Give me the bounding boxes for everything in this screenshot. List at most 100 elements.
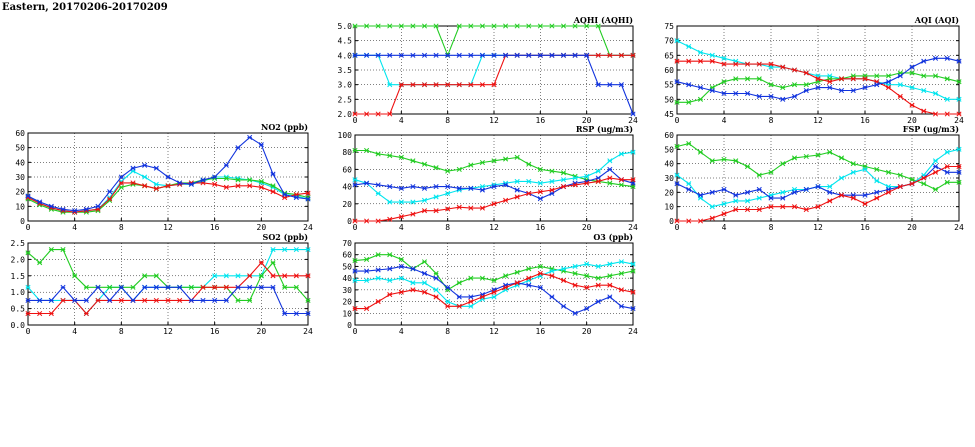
data-point-green <box>721 156 727 162</box>
data-point-cyan <box>827 184 833 190</box>
x-tick-label: 0 <box>353 327 358 336</box>
data-point-blue <box>456 52 462 58</box>
data-point-green <box>956 79 962 85</box>
data-point-red <box>850 195 856 201</box>
data-point-blue <box>780 195 786 201</box>
x-tick-label: 16 <box>536 327 546 336</box>
data-point-blue <box>537 196 543 202</box>
data-point-blue <box>387 52 393 58</box>
chart-title: SO2 (ppb) <box>263 232 309 242</box>
data-point-green <box>387 23 393 29</box>
x-tick-label: 16 <box>536 116 546 125</box>
data-point-blue <box>352 182 358 188</box>
data-point-green <box>410 158 416 164</box>
data-point-green <box>107 284 113 290</box>
data-point-blue <box>780 96 786 102</box>
data-point-red <box>456 204 462 210</box>
data-point-red <box>445 206 451 212</box>
data-point-blue <box>503 52 509 58</box>
data-point-blue <box>258 284 264 290</box>
data-point-red <box>398 82 404 88</box>
data-point-red <box>25 310 31 317</box>
data-point-red <box>293 273 299 279</box>
data-point-cyan <box>433 194 439 200</box>
chart-no2: NO2 (ppb) 0 10 20 30 40 50 60 0 4 8 12 16 20 24 <box>15 122 313 232</box>
data-point-blue <box>803 186 809 193</box>
data-point-red <box>387 111 393 117</box>
data-point-red <box>595 282 601 288</box>
data-point-red <box>791 204 798 210</box>
data-point-green <box>293 284 299 290</box>
x-tick-label: 24 <box>303 223 313 232</box>
data-point-blue <box>118 174 124 180</box>
y-tick-label: 65 <box>664 51 674 60</box>
data-point-red <box>721 211 727 217</box>
data-point-red <box>142 297 148 303</box>
data-point-red <box>410 287 416 293</box>
x-tick-label: 16 <box>210 223 220 232</box>
data-point-blue <box>421 270 428 277</box>
x-tick-label: 20 <box>907 223 917 232</box>
data-point-green <box>909 70 915 76</box>
data-point-blue <box>862 85 868 91</box>
data-point-blue <box>503 182 509 188</box>
data-point-cyan <box>235 273 241 279</box>
data-point-blue <box>862 192 868 198</box>
data-point-green <box>433 165 439 171</box>
data-point-green <box>791 82 798 88</box>
data-point-red <box>686 58 692 64</box>
data-point-green <box>885 73 892 79</box>
chart-title: NO2 (ppb) <box>261 122 308 132</box>
data-point-green <box>514 23 520 29</box>
data-point-blue <box>83 206 89 212</box>
y-tick-label: 45 <box>664 110 674 119</box>
data-point-blue <box>744 90 751 97</box>
data-point-red <box>607 282 613 288</box>
data-point-green <box>560 170 567 176</box>
data-point-blue <box>526 52 532 58</box>
data-point-green <box>468 162 474 168</box>
data-point-blue <box>697 85 704 91</box>
chart-rsp: RSP (ug/m3) 0 20 40 60 80 100 0 4 8 12 16 20 24 <box>338 124 638 232</box>
y-tick-label: 2.0 <box>11 255 26 264</box>
y-tick-label: 50 <box>664 145 674 154</box>
data-point-red <box>142 183 148 189</box>
data-point-cyan <box>607 261 613 267</box>
data-point-red <box>491 82 497 88</box>
data-point-cyan <box>514 178 520 184</box>
data-point-cyan <box>364 277 370 284</box>
x-tick-label: 12 <box>163 327 173 336</box>
data-point-green <box>491 277 497 284</box>
data-point-red <box>674 218 680 224</box>
x-tick-label: 12 <box>489 116 499 125</box>
x-tick-label: 12 <box>813 223 823 232</box>
data-point-green <box>83 284 89 290</box>
data-point-cyan <box>526 178 532 184</box>
data-point-green <box>709 158 715 164</box>
data-point-green <box>674 99 680 105</box>
data-point-cyan <box>956 96 962 102</box>
data-point-blue <box>364 180 370 186</box>
x-tick-label: 8 <box>119 223 124 232</box>
data-point-cyan <box>305 247 311 253</box>
data-point-blue <box>305 196 311 202</box>
data-point-red <box>780 64 786 70</box>
data-point-red <box>445 303 451 309</box>
data-point-blue <box>932 55 939 61</box>
data-point-red <box>838 76 845 82</box>
data-point-blue <box>514 52 520 58</box>
data-point-blue <box>235 145 241 151</box>
data-point-red <box>468 205 474 211</box>
data-point-blue <box>607 294 613 300</box>
x-tick-label: 20 <box>257 223 267 232</box>
data-point-blue <box>107 189 113 195</box>
data-point-blue <box>433 184 439 190</box>
data-point-cyan <box>572 263 578 269</box>
data-point-green <box>630 268 636 274</box>
data-point-green <box>37 260 43 266</box>
data-point-green <box>595 275 601 281</box>
data-point-cyan <box>142 174 148 180</box>
data-point-cyan <box>944 149 950 155</box>
y-tick-label: 10 <box>664 203 674 212</box>
data-point-red <box>595 178 601 184</box>
